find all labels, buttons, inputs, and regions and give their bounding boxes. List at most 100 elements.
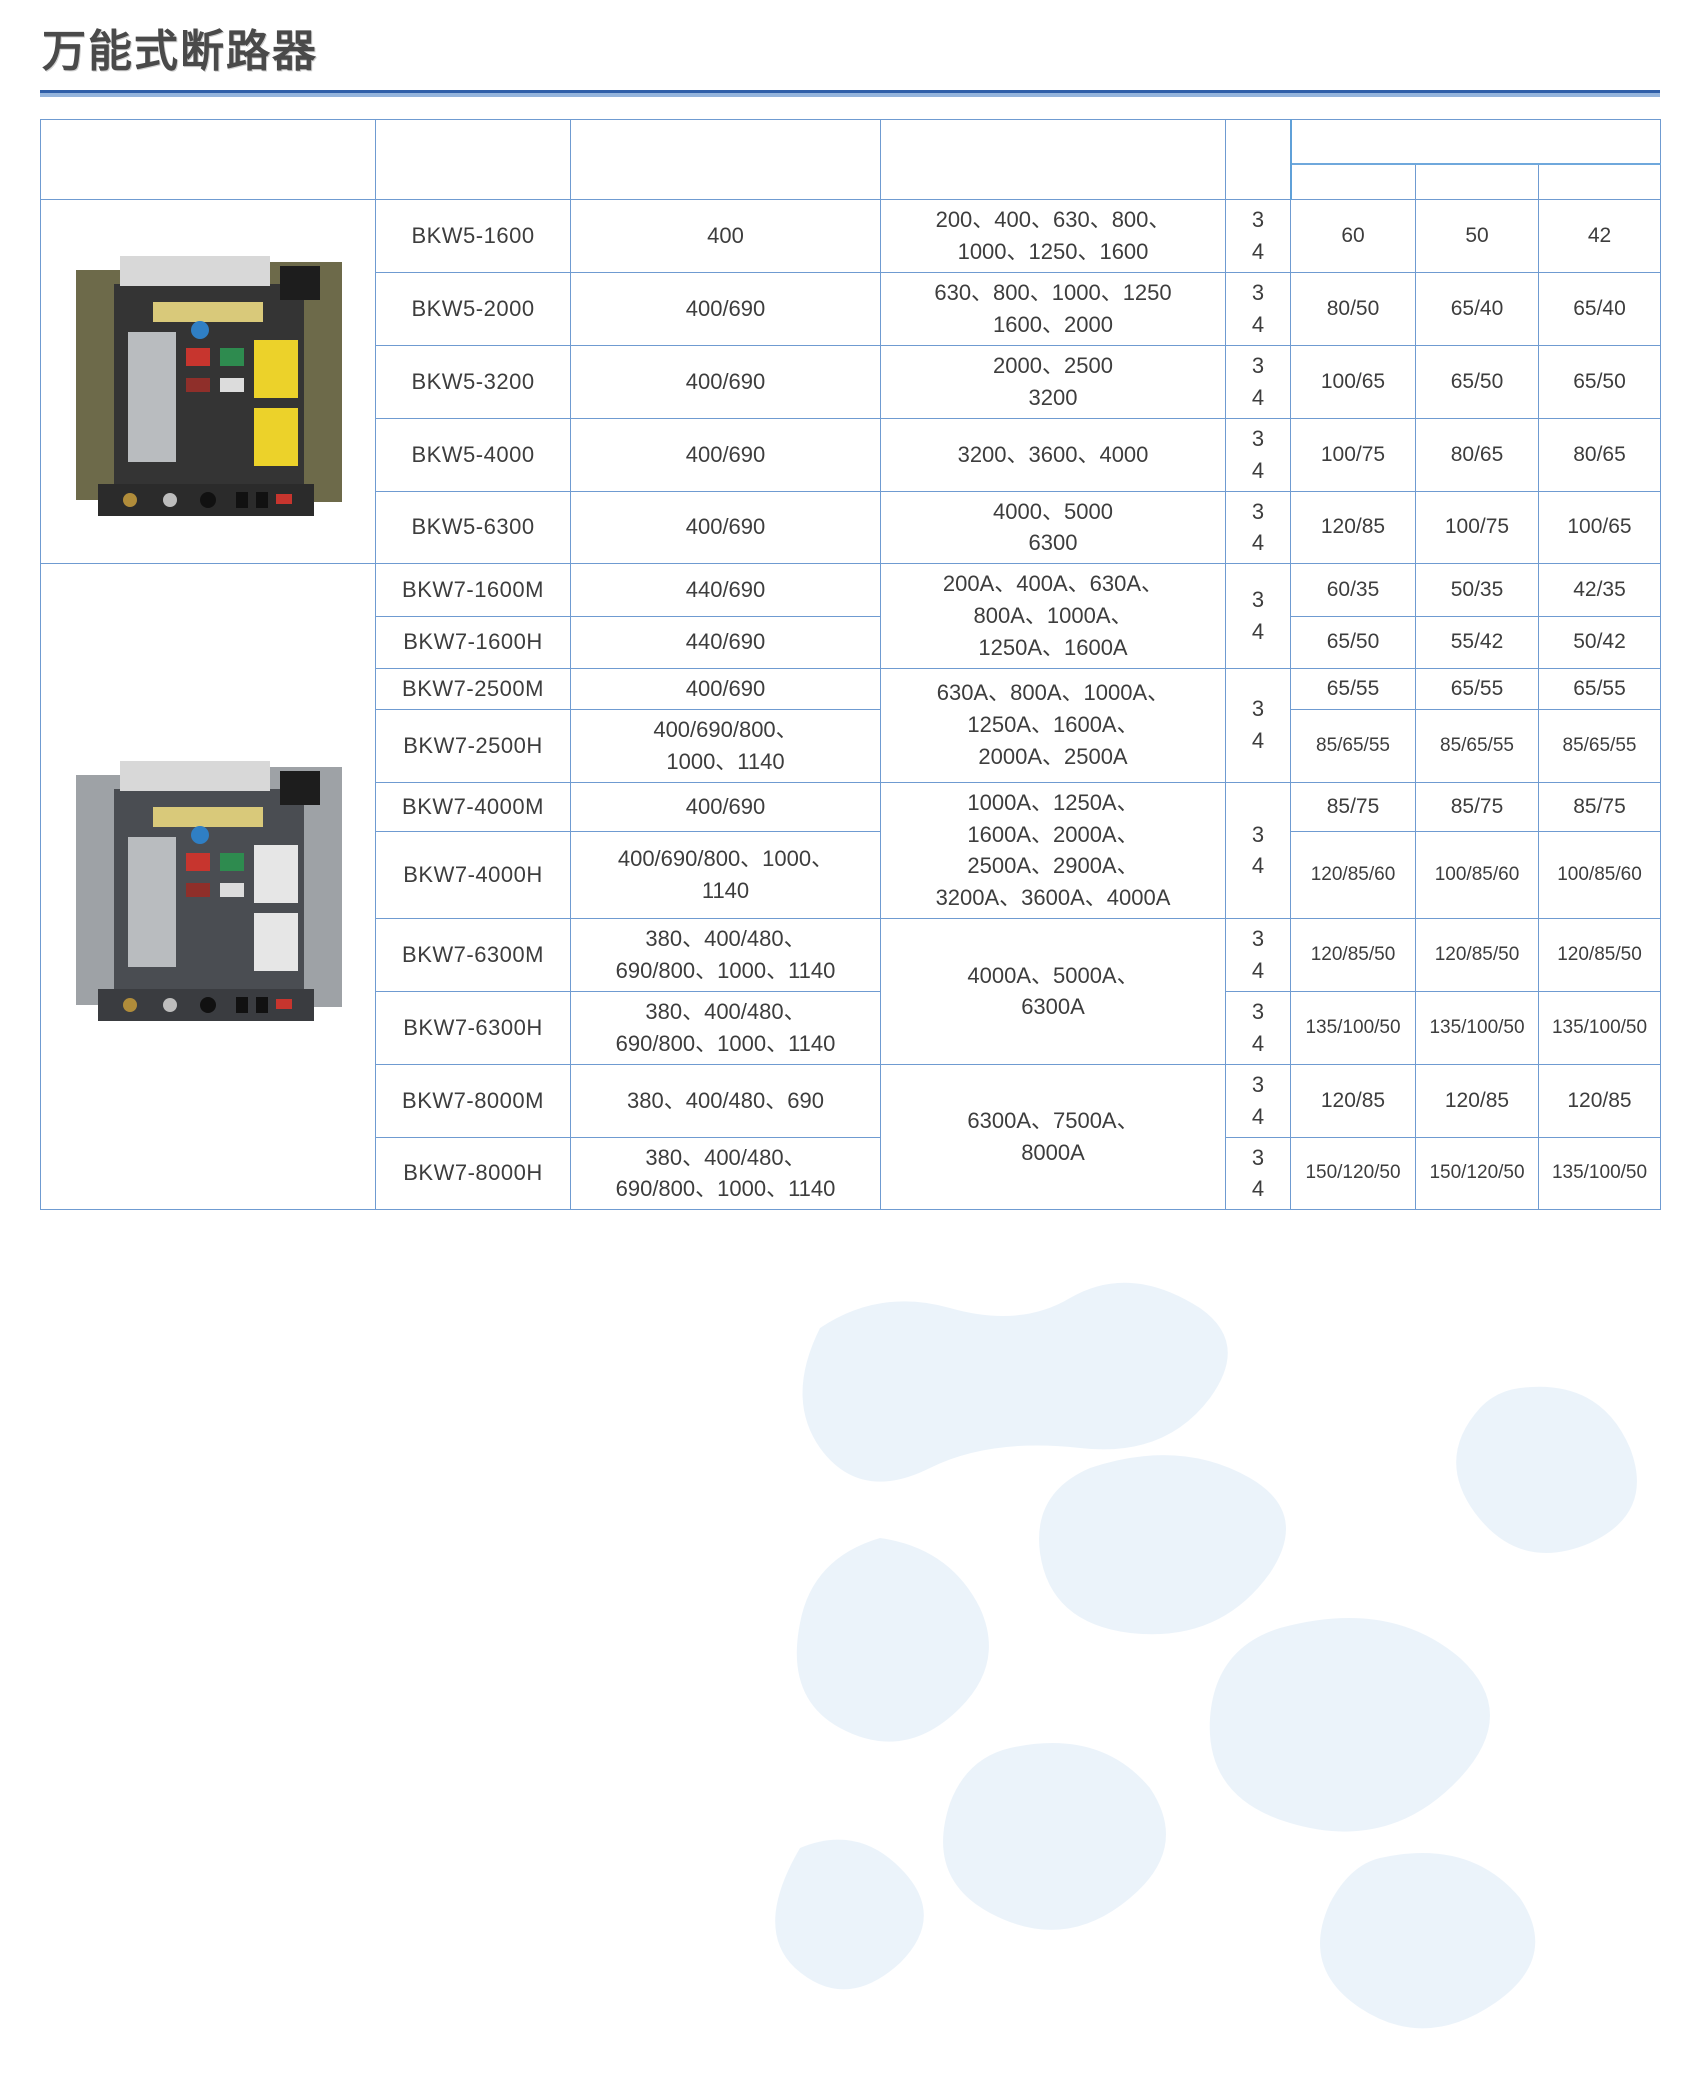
current-line: 6300A、7500A、: [967, 1108, 1139, 1134]
current-line: 630、800、1000、1250: [934, 280, 1172, 306]
poles-line: 4: [1251, 457, 1265, 483]
poles-line: 3: [1251, 998, 1265, 1024]
product-image-cell: [40, 563, 376, 1211]
current-line: 2000、2500: [993, 352, 1113, 378]
cell-ics: 65/50: [1415, 344, 1539, 419]
cell-current: 630A、800A、1000A、 1250A、1600A、 2000A、2500A: [880, 667, 1226, 783]
poles-line: 3: [1251, 498, 1265, 524]
cell-icu: 85/65/55: [1290, 708, 1416, 783]
specifications-table: 产 品 产品型号 额定工作电压AC （V） 额定电流 （A） 极 数 主要技术指…: [40, 119, 1661, 1211]
cell-ics: 85/75: [1415, 781, 1539, 832]
current-line: 8000A: [1021, 1140, 1085, 1166]
poles-header-line-1: 极: [1245, 128, 1271, 156]
cell-icw: 100/65: [1538, 490, 1661, 565]
table-row: BKW7-4000H 400/690/800、1000、 1140 120/85/60…: [41, 830, 1661, 920]
poles-line: 3: [1251, 1144, 1265, 1170]
cell-icu: 135/100/50: [1290, 990, 1416, 1065]
cell-voltage: 380、400/480、690: [570, 1063, 881, 1138]
poles-line: 3: [1251, 926, 1265, 952]
voltage-header-line-1: 额定工作电压AC: [632, 128, 819, 156]
cell-ics: 135/100/50: [1415, 990, 1539, 1065]
current-line: 6300: [1028, 530, 1078, 556]
current-line: 2000A、2500A: [978, 744, 1128, 770]
current-line: 1000A、1250A、: [967, 789, 1139, 815]
cell-voltage: 400/690/800、1000、1140: [570, 830, 881, 920]
table-row: BKW7-2500H 400/690/800、 1000、1140 85/65/55 8…: [41, 708, 1661, 783]
cell-icw: 65/50: [1538, 344, 1661, 419]
poles-line: 3: [1251, 821, 1265, 847]
cell-icw: 120/85/50: [1538, 918, 1661, 992]
cell-model: BKW7-6300M: [375, 918, 571, 992]
voltage-line: 380、400/480、: [645, 1144, 806, 1170]
table-row: BKW7-1600M 440/690 200A、400A、630A、 800A、100…: [40, 563, 1661, 1211]
cell-icw: 120/85: [1538, 1063, 1661, 1138]
cell-icw: 135/100/50: [1538, 990, 1661, 1065]
cell-icu: 60/35: [1290, 563, 1416, 617]
poles-line: 4: [1251, 1030, 1265, 1056]
cell-icw: 42: [1538, 199, 1661, 274]
poles-line: 4: [1251, 239, 1265, 265]
cell-voltage: 440/690: [570, 563, 881, 617]
cell-model: BKW7-4000M: [375, 781, 571, 832]
cell-model: BKW7-2500H: [375, 708, 571, 783]
current-line: 200、400、630、800、: [935, 207, 1171, 233]
column-header-poles: 极 数: [1225, 119, 1291, 201]
current-line: 3200A、3600A、4000A: [935, 885, 1171, 911]
table-row: BKW7-2500M 400/690 630A、800A、1000A、 1250A、1…: [41, 667, 1661, 783]
cell-voltage: 400/690/800、1000、1140: [570, 708, 881, 783]
table-row: BKW5-6300 400/690 4000、5000 6300 3 4 120/85 100…: [41, 490, 1661, 565]
voltage-line: 380、400/480、690: [627, 1087, 824, 1113]
cell-model: BKW5-4000: [375, 417, 571, 492]
cell-voltage: 400/690: [570, 272, 881, 346]
voltage-line: 400/690/800、1000、: [617, 846, 834, 872]
voltage-line: 400: [707, 223, 744, 249]
cell-current: 200、400、630、800、 1000、1250、1600: [880, 199, 1226, 274]
current-line: 6300A: [1021, 994, 1085, 1020]
cell-current: 2000、2500 3200: [880, 344, 1226, 419]
column-header-icu: Icu kA: [1289, 163, 1416, 201]
poles-line: 4: [1251, 958, 1265, 984]
voltage-line: 380、400/480、: [645, 926, 806, 952]
current-line: 1250A、1600A、: [967, 712, 1139, 738]
poles-line: 4: [1251, 530, 1265, 556]
poles-line: 3: [1251, 425, 1265, 451]
cell-ics: 65/55: [1415, 667, 1539, 710]
page-root: 万能式断路器 产 品 产品型号 额定工作电压AC （V） 额定电流: [0, 27, 1700, 1211]
poles-line: 3: [1251, 280, 1265, 306]
cell-voltage: 400/690: [570, 667, 881, 710]
table-row: BKW7-4000M 400/690 1000A、1250A、 1600A、2000A…: [41, 781, 1661, 920]
poles-line: 4: [1251, 853, 1265, 879]
voltage-line: 440/690: [685, 629, 766, 655]
column-header-tech-group: 主要技术指标: [1289, 119, 1661, 165]
cell-ics: 80/65: [1415, 417, 1539, 492]
cell-icw: 135/100/50: [1538, 1136, 1661, 1211]
voltage-line: 400/690/800、: [653, 716, 798, 742]
cell-icw: 85/75: [1538, 781, 1661, 832]
poles-line: 4: [1251, 312, 1265, 338]
current-line: 1600A、2000A、: [967, 821, 1139, 847]
cell-current: 3200、3600、4000: [880, 417, 1226, 492]
column-header-product: 产 品: [40, 119, 376, 201]
voltage-line: 380、400/480、: [645, 998, 806, 1024]
cell-ics: 65/40: [1415, 272, 1539, 346]
cell-voltage: 440/690: [570, 615, 881, 669]
column-header-ics: Ics kA: [1415, 163, 1539, 201]
cell-model: BKW5-1600: [375, 199, 571, 274]
cell-model: BKW7-6300H: [375, 990, 571, 1065]
current-header-line-2: （A）: [1019, 162, 1087, 190]
cell-icu: 100/65: [1290, 344, 1416, 419]
product-image-cell: [40, 199, 376, 565]
table-row: BKW7-8000M 380、400/480、690 6300A、7500A、 800…: [41, 1063, 1661, 1211]
cell-icu: 120/85: [1290, 1063, 1416, 1138]
cell-voltage: 400/690: [570, 417, 881, 492]
cell-icu: 65/50: [1290, 615, 1416, 669]
table-row: BKW7-8000H 380、400/480、 690/800、1000、1140 3…: [41, 1136, 1661, 1211]
current-line: 3200: [1028, 384, 1078, 410]
voltage-line: 440/690: [685, 577, 766, 603]
